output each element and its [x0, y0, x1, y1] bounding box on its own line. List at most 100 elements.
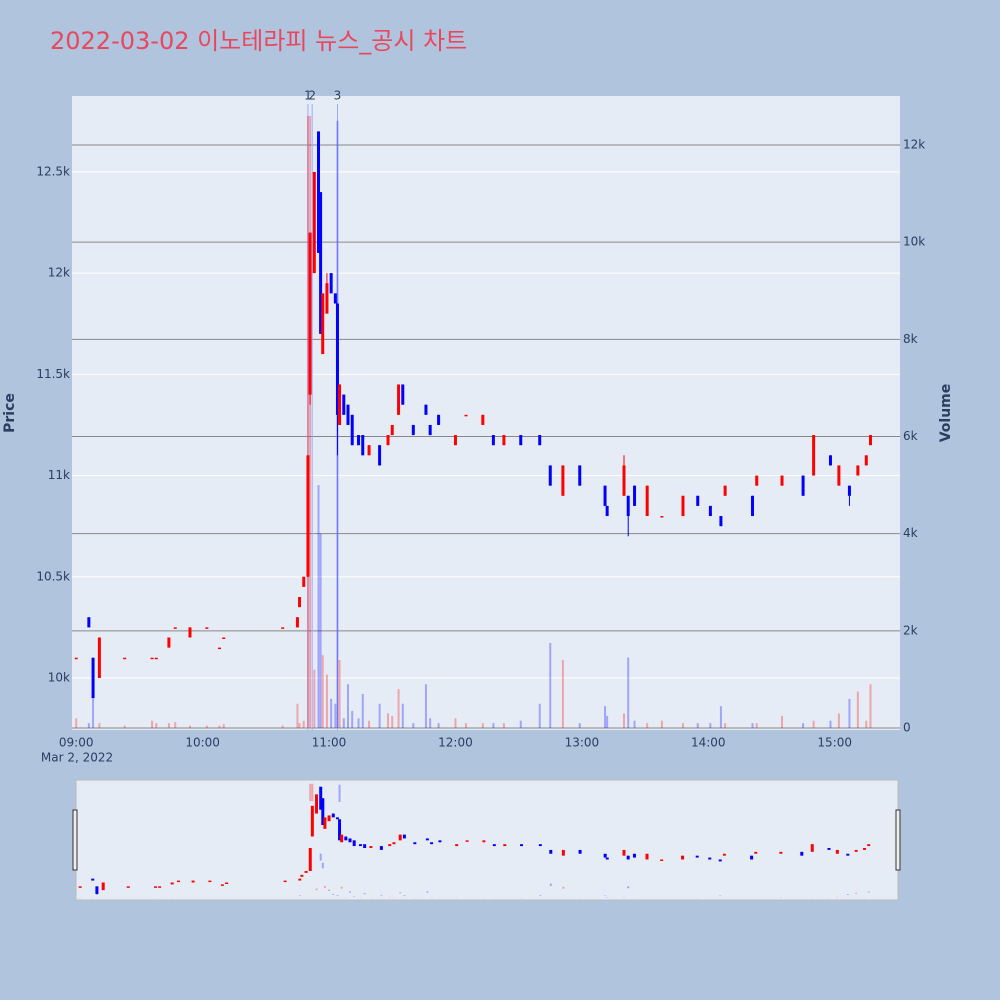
range-handle[interactable]	[72, 809, 78, 871]
candle-body	[306, 455, 310, 577]
volume-bar	[401, 703, 404, 729]
range-slider[interactable]	[75, 779, 899, 901]
mini-candle	[101, 882, 105, 891]
volume-bar	[325, 674, 328, 729]
y2-tick-label: 12k	[903, 138, 925, 152]
mini-candle	[867, 844, 871, 847]
volume-bar	[222, 724, 225, 729]
candle-body	[538, 435, 542, 446]
mini-candle	[358, 844, 362, 847]
candle-body	[481, 414, 485, 425]
candle-body	[333, 293, 337, 304]
x-tick-label: 09:00	[59, 736, 94, 750]
mini-candle	[718, 859, 722, 862]
volume-bar	[681, 723, 684, 729]
x-tick-label: 10:00	[185, 736, 220, 750]
candle-body	[350, 414, 354, 446]
candle-body	[428, 424, 432, 436]
volume-bar	[361, 694, 364, 729]
volume-bar	[660, 720, 663, 729]
mini-candle	[95, 886, 99, 894]
range-handle[interactable]	[895, 809, 901, 871]
mini-candle	[520, 844, 524, 847]
x-tick-label: 12:00	[438, 736, 473, 750]
volume-bar	[492, 723, 495, 729]
volume-bar	[802, 723, 805, 729]
mini-candle	[308, 848, 312, 871]
mini-candle	[425, 838, 429, 841]
volume-bar	[92, 698, 95, 729]
mini-candle	[126, 886, 130, 888]
candle-body	[295, 617, 299, 628]
candle-body	[453, 435, 457, 446]
candle-body	[578, 465, 582, 486]
mini-candle	[319, 786, 323, 810]
y2-tick-label: 8k	[903, 332, 918, 346]
candle-body	[222, 637, 226, 639]
volume-bar	[342, 718, 345, 729]
mini-candle	[352, 840, 356, 847]
chart-title: 2022-03-02 이노테라피 뉴스_공시 차트	[50, 27, 467, 55]
mini-volume-bar	[95, 894, 98, 895]
mini-volume-bar	[340, 886, 343, 889]
candle-body	[188, 627, 192, 638]
mini-volume-bar	[604, 895, 607, 897]
mini-candle	[392, 842, 396, 845]
candle-body	[312, 171, 316, 274]
volume-bar	[330, 698, 333, 729]
candle-body	[622, 465, 626, 496]
candle-body	[87, 617, 91, 628]
volume-bar	[578, 723, 581, 729]
mini-candle	[323, 817, 327, 829]
mini-volume-bar	[338, 784, 341, 802]
candle-body	[123, 657, 127, 660]
volume-bar	[167, 723, 170, 729]
candle-body	[281, 627, 285, 629]
y-tick-label: 12k	[48, 266, 70, 280]
candle-body	[321, 293, 325, 355]
mini-candle	[283, 880, 287, 883]
mini-candle	[549, 849, 553, 854]
mini-volume-bar	[549, 883, 552, 886]
y-tick-label: 12.5k	[36, 164, 70, 178]
mini-volume-bar	[867, 891, 870, 893]
volume-bar	[351, 711, 354, 729]
candle-body	[723, 485, 727, 496]
candle-body	[217, 647, 221, 650]
volume-bar	[87, 723, 90, 729]
candle-body	[390, 424, 394, 436]
volume-bar	[751, 723, 754, 729]
mini-candle	[369, 846, 373, 849]
candle-body	[378, 445, 382, 466]
volume-bar	[856, 691, 859, 729]
y2-axis-label: Volume	[938, 384, 954, 443]
mini-candle	[430, 842, 434, 845]
volume-bar	[623, 713, 625, 729]
mini-candle	[605, 857, 609, 860]
volume-bar	[538, 703, 541, 729]
candle-body	[856, 465, 860, 476]
mini-volume-bar	[719, 895, 722, 897]
volume-bar	[334, 703, 337, 729]
mini-candle	[327, 815, 331, 822]
candle-body	[325, 283, 329, 314]
candle-body	[719, 516, 723, 527]
mini-candle	[91, 878, 95, 881]
volume-bar	[313, 669, 316, 729]
mini-candle	[695, 855, 699, 858]
candle-body	[605, 505, 609, 517]
y2-tick-label: 10k	[903, 235, 925, 249]
mini-volume-bar	[539, 895, 542, 896]
volume-bar	[429, 718, 432, 729]
volume-bar	[397, 689, 400, 729]
candle-body	[755, 475, 759, 486]
volume-bar	[424, 684, 427, 729]
y2-tick-label: 0	[903, 721, 911, 735]
plot-area	[72, 96, 900, 730]
mini-candle	[854, 849, 858, 852]
mini-volume-bar	[363, 893, 366, 895]
mini-candle	[835, 849, 839, 854]
mini-candle	[800, 851, 804, 856]
candle-body	[828, 455, 832, 466]
mini-candle	[298, 878, 302, 881]
